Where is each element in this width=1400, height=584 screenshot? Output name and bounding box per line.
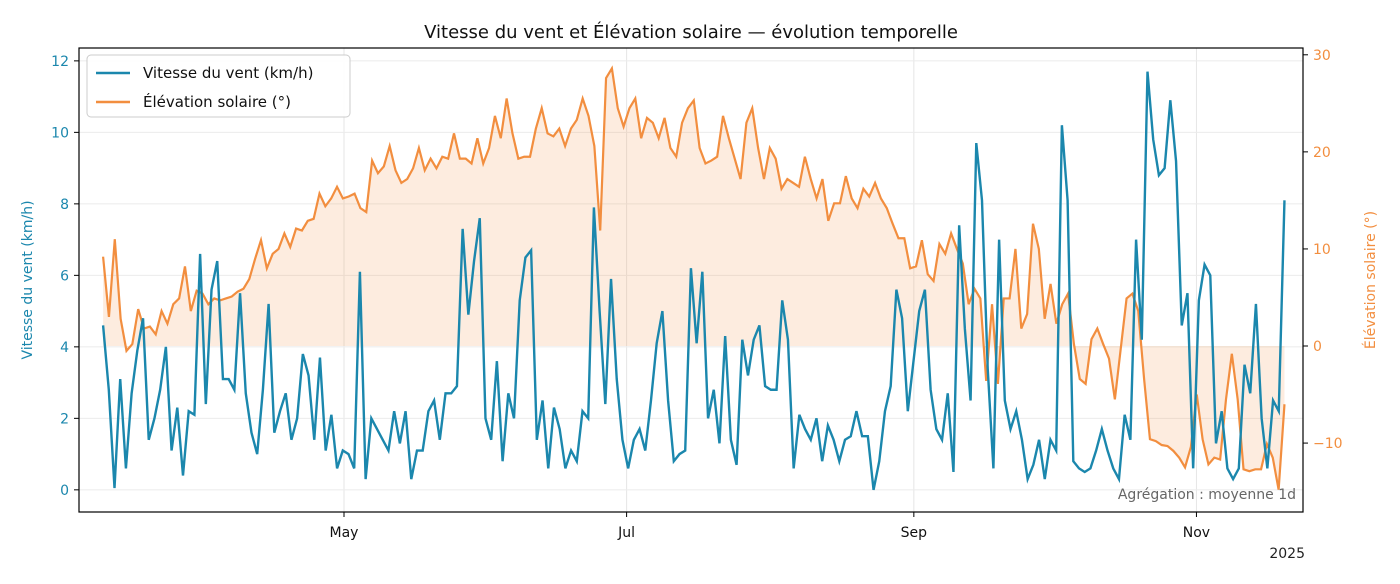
- right-y-axis-label: Élévation solaire (°): [1362, 211, 1379, 349]
- year-label: 2025: [1269, 546, 1305, 562]
- aggregation-annotation: Agrégation : moyenne 1d: [1118, 487, 1296, 503]
- left-tick-label: 4: [60, 340, 69, 356]
- solar-fill-area: [103, 68, 1285, 490]
- left-y-axis-label: Vitesse du vent (km/h): [20, 200, 36, 359]
- x-tick-label: Nov: [1183, 525, 1210, 541]
- right-tick-label: 30: [1313, 48, 1331, 64]
- legend: Vitesse du vent (km/h) Élévation solaire…: [86, 54, 351, 118]
- right-tick-label: −10: [1313, 436, 1343, 452]
- x-tick-label: Sep: [901, 525, 928, 541]
- x-tick-label: Jul: [617, 525, 635, 541]
- left-tick-label: 10: [51, 125, 69, 141]
- legend-wind-label: Vitesse du vent (km/h): [143, 64, 313, 82]
- left-tick-label: 12: [51, 54, 69, 70]
- x-tick-label: May: [330, 525, 359, 541]
- right-tick-label: 20: [1313, 145, 1331, 161]
- left-tick-label: 6: [60, 268, 69, 284]
- left-tick-label: 2: [60, 411, 69, 427]
- chart-title: Vitesse du vent et Élévation solaire — é…: [424, 21, 958, 43]
- left-tick-label: 0: [60, 483, 69, 499]
- left-y-axis: 0 2 4 6 8 10 12: [51, 54, 79, 499]
- right-tick-label: 0: [1313, 339, 1322, 355]
- series-wind-speed-line: [101, 71, 1286, 491]
- right-y-axis: −10 0 10 20 30: [1303, 48, 1343, 452]
- x-axis: May Jul Sep Nov: [330, 512, 1210, 541]
- plot-frame: [78, 47, 1304, 513]
- right-tick-label: 10: [1313, 242, 1331, 258]
- legend-solar-label: Élévation solaire (°): [143, 92, 291, 111]
- left-tick-label: 8: [60, 197, 69, 213]
- series-solar-elevation-line: [101, 65, 1286, 490]
